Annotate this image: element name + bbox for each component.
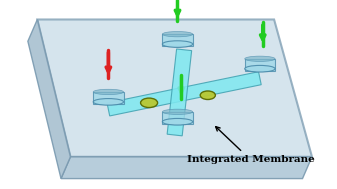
Text: Integrated Membrane: Integrated Membrane (187, 127, 314, 164)
Polygon shape (245, 59, 275, 71)
Polygon shape (162, 112, 193, 124)
Polygon shape (93, 92, 124, 104)
Ellipse shape (162, 41, 193, 47)
Polygon shape (61, 157, 312, 179)
Ellipse shape (162, 32, 193, 37)
Ellipse shape (162, 119, 193, 125)
Ellipse shape (141, 98, 158, 108)
Ellipse shape (245, 65, 275, 72)
Polygon shape (167, 49, 192, 136)
Ellipse shape (162, 109, 193, 115)
Ellipse shape (200, 91, 215, 99)
Polygon shape (162, 34, 193, 46)
Ellipse shape (245, 56, 275, 61)
Polygon shape (107, 72, 261, 116)
Ellipse shape (93, 89, 124, 94)
Polygon shape (37, 19, 312, 157)
Ellipse shape (93, 98, 124, 105)
Polygon shape (28, 19, 70, 179)
